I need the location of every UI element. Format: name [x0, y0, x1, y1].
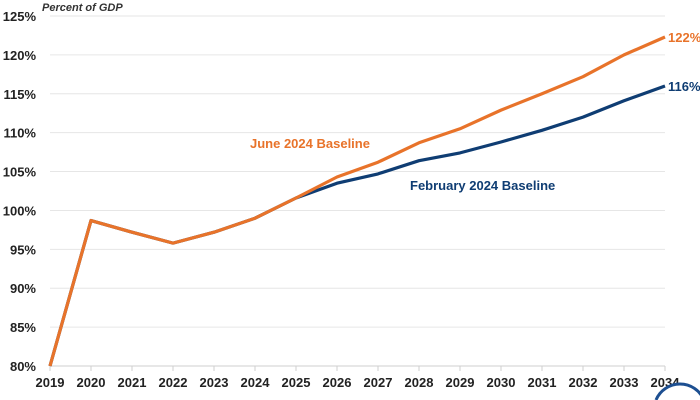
- series-line-june: [48, 35, 666, 367]
- series-label-june: June 2024 Baseline: [250, 136, 370, 151]
- y-tick-label: 105%: [3, 165, 37, 180]
- x-tick-label: 2029: [446, 375, 475, 390]
- y-tick-label: 85%: [10, 320, 36, 335]
- end-label-june: 122%: [668, 30, 700, 45]
- y-tick-label: 120%: [3, 48, 37, 63]
- x-tick-label: 2021: [118, 375, 147, 390]
- x-tick-label: 2026: [323, 375, 352, 390]
- x-tick-label: 2031: [528, 375, 557, 390]
- y-tick-label: 90%: [10, 281, 36, 296]
- x-tick-label: 2024: [241, 375, 271, 390]
- y-tick-label: 115%: [3, 87, 36, 102]
- y-tick-label: 80%: [10, 359, 36, 374]
- y-axis-unit-label: Percent of GDP: [42, 2, 123, 14]
- x-tick-label: 2022: [159, 375, 188, 390]
- x-tick-label: 2033: [610, 375, 639, 390]
- y-tick-label: 125%: [3, 9, 37, 24]
- x-tick-label: 2027: [364, 375, 393, 390]
- x-tick-label: 2032: [569, 375, 598, 390]
- x-tick-label: 2023: [200, 375, 229, 390]
- series-line-february: [48, 84, 666, 367]
- x-tick-label: 2028: [405, 375, 434, 390]
- x-tick-label: 2020: [77, 375, 106, 390]
- y-tick-label: 95%: [10, 242, 36, 257]
- x-tick-label: 2030: [487, 375, 516, 390]
- end-label-february: 116%: [668, 79, 700, 94]
- y-tick-label: 110%: [3, 126, 36, 141]
- x-tick-label: 2025: [282, 375, 311, 390]
- x-tick-label: 2019: [36, 375, 65, 390]
- series-label-february: February 2024 Baseline: [410, 178, 555, 193]
- y-tick-label: 100%: [3, 203, 37, 218]
- logo-icon: [654, 382, 700, 400]
